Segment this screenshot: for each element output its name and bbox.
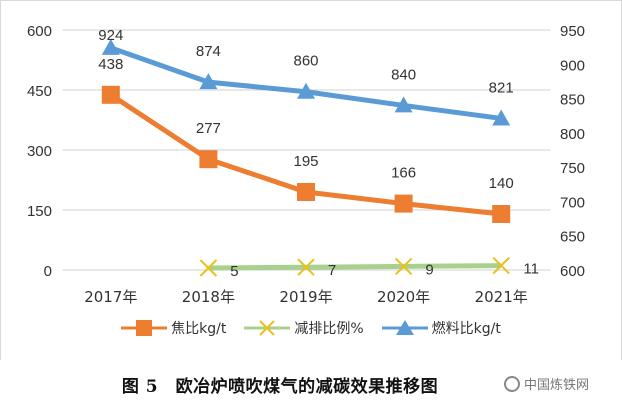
marker-x	[297, 258, 315, 276]
y-left-tick-label: 600	[27, 23, 52, 40]
y-right-tick-label: 650	[560, 229, 585, 246]
watermark-logo-icon	[504, 375, 520, 392]
x-tick-label: 2021年	[475, 288, 528, 306]
marker-x	[394, 257, 413, 276]
marker-triangle	[199, 73, 218, 90]
y-right-tick-label: 750	[560, 160, 585, 177]
legend-label-reduction: 减排比例%	[294, 321, 364, 337]
data-label: 924	[98, 27, 123, 44]
legend-swatch-square	[121, 320, 168, 336]
chart-frame	[0, 0, 622, 360]
watermark: 中国炼铁网	[504, 374, 589, 393]
marker-square	[199, 150, 218, 169]
y-left-tick-label: 0	[44, 263, 52, 280]
x-tick-label: 2017年	[84, 288, 137, 306]
data-label: 874	[196, 43, 221, 60]
legend-swatch-x	[244, 320, 291, 336]
legend-item-reduction: 减排比例%	[244, 318, 364, 338]
series-line-1	[208, 263, 502, 271]
watermark-text: 中国炼铁网	[524, 378, 590, 393]
data-label: 11	[523, 261, 539, 278]
data-label: 821	[489, 79, 514, 96]
x-axis: 2017年 2018年 2019年 2020年 2021年	[84, 288, 528, 306]
marker-square	[394, 194, 413, 213]
y-right-tick-label: 800	[560, 126, 585, 143]
chart-svg: 0 150 300 450 600 600 650 700 750 800 850 900 950 2…	[27, 23, 585, 306]
marker-square	[492, 205, 511, 223]
y-right-tick-label: 700	[560, 194, 585, 211]
legend: 焦比kg/t 减排比例% 燃料比kg/t	[0, 318, 622, 338]
y-right-tick-label: 600	[560, 263, 585, 280]
data-label: 277	[196, 120, 221, 137]
data-label: 7	[328, 262, 336, 279]
legend-label-fuel: 燃料比kg/t	[431, 321, 501, 337]
data-labels: 438 277 195 166 140 5 7 9 11 924 874 860 840 821	[98, 27, 539, 280]
marker-triangle	[101, 38, 120, 55]
data-label: 438	[98, 56, 123, 73]
legend-item-coke: 焦比kg/t	[121, 318, 226, 338]
data-label: 166	[391, 165, 416, 182]
marker-x	[492, 256, 510, 275]
x-tick-label: 2020年	[377, 288, 430, 306]
data-label: 860	[293, 53, 318, 70]
marker-square	[297, 183, 315, 201]
marker-square	[101, 85, 120, 104]
data-label: 5	[230, 263, 238, 280]
data-label: 9	[425, 261, 433, 278]
right-axis: 600 650 700 750 800 850 900 950	[560, 23, 585, 280]
marker-triangle	[297, 82, 315, 99]
y-left-tick-label: 450	[27, 83, 52, 100]
legend-swatch-triangle	[381, 320, 428, 335]
legend-item-fuel: 燃料比kg/t	[381, 318, 501, 338]
y-right-tick-label: 950	[560, 23, 585, 40]
x-tick-label: 2019年	[279, 288, 332, 306]
y-right-tick-label: 900	[560, 57, 585, 74]
y-right-tick-label: 850	[560, 92, 585, 109]
data-label: 195	[293, 153, 318, 170]
data-label: 840	[391, 66, 416, 83]
figure-caption: 图 5 欧冶炉喷吹煤气的减碳效果推移图	[121, 377, 439, 397]
marker-triangle	[394, 96, 413, 113]
y-left-tick-label: 300	[27, 143, 52, 160]
y-left-tick-label: 150	[27, 203, 52, 220]
marker-x	[199, 259, 218, 277]
left-axis: 0 150 300 450 600	[27, 23, 52, 280]
marker-triangle	[492, 109, 511, 126]
series-layer	[101, 38, 511, 277]
legend-label-coke: 焦比kg/t	[171, 321, 227, 337]
x-tick-label: 2018年	[182, 288, 235, 306]
data-label: 140	[489, 175, 514, 192]
